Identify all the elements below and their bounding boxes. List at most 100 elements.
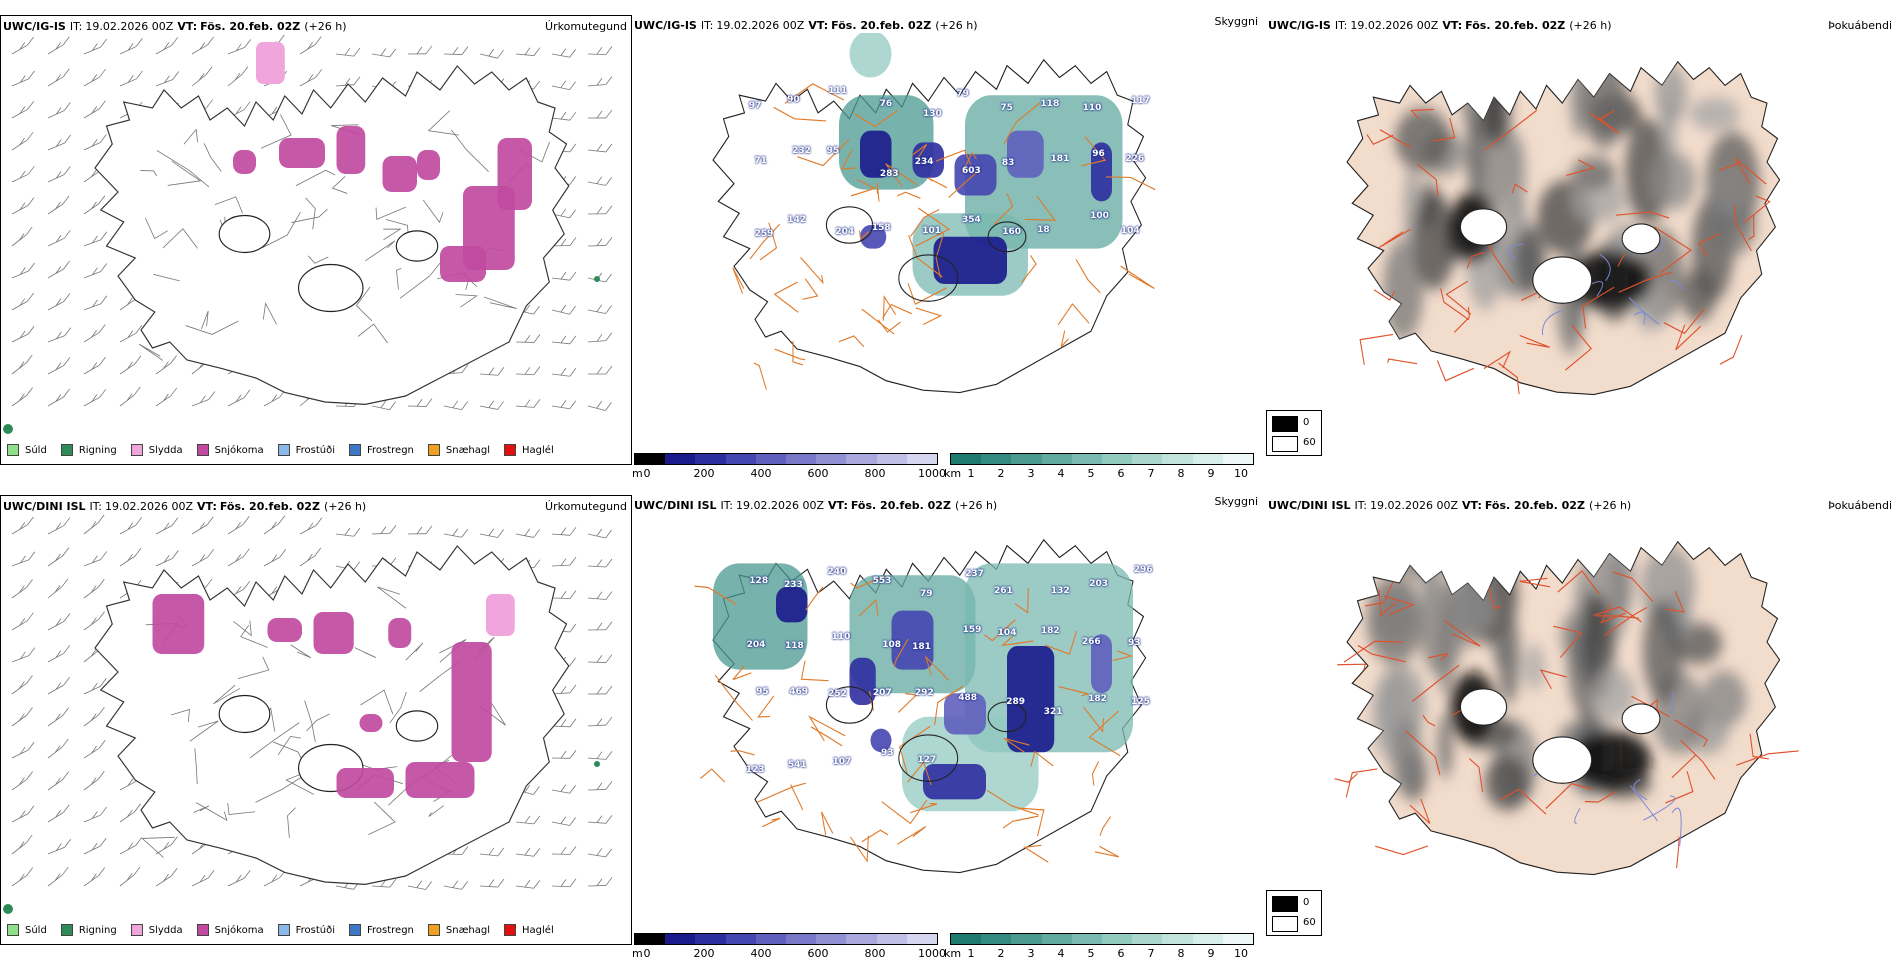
colorbar-segment [1072,454,1102,464]
wind-barb [588,686,612,694]
ptype-legend-item: Snæhagl [428,924,490,936]
cloud-base-value: 97 [749,101,762,111]
cloud-base-colorbar [634,933,938,945]
cover-cell [1447,554,1491,646]
colorbar-segment [907,934,937,944]
ptype-label: Slydda [149,445,183,456]
colorbar-segment [1102,454,1132,464]
wind-barb [516,48,540,56]
ptype-label: Haglél [522,445,554,456]
ptype-legend-item: Haglél [504,444,554,456]
visibility-tick: 3 [1028,947,1035,960]
low-visibility-area [850,33,892,78]
cloud-base-unit: m [632,467,643,480]
cloud-base-value: 553 [873,576,892,586]
cover-cell [1510,136,1526,217]
cover-cell [1582,54,1627,149]
cover-cell [1484,755,1530,811]
wind-barb [48,677,70,694]
valid-time-label: VT: [177,20,197,33]
ptype-label: Frostúði [296,445,335,456]
cloud-base-value: 107 [832,757,851,767]
wind-barb [264,870,286,886]
visibility-tick: 3 [1028,467,1035,480]
wind-barb [228,390,250,406]
cover-cell [1643,600,1683,702]
wind-barb [192,549,214,566]
snow-area [388,618,411,648]
cloud-base-value: 96 [1092,149,1105,159]
colorbar-segment [726,934,756,944]
wind-barb [228,516,249,534]
wind-barb [588,848,612,856]
ptype-swatch [349,924,361,936]
colorbar-segment [1223,934,1253,944]
colorbar-segment [756,934,786,944]
wind-barb [480,848,504,856]
wind-barb [480,529,504,538]
cloud-base-value: 79 [956,89,969,99]
wind-barb [588,877,612,886]
wind-barb [48,614,70,630]
wind-barb [588,622,612,630]
wind-barb [84,69,106,86]
colorbar-segment [951,934,981,944]
rain-area [3,424,13,434]
wind-barb [48,772,69,790]
wind-barb [84,264,107,278]
cover-cell [1689,97,1740,130]
colorbar-segment [665,454,695,464]
lead-time: (+26 h) [304,20,346,33]
wind-barb [408,46,432,54]
cloud-map [632,33,1252,433]
ptype-swatch [428,924,440,936]
ptype-legend-item: Frostúði [278,444,335,456]
wind-barb [480,367,504,375]
wind-barb [12,355,32,374]
wind-barb [120,548,141,566]
cloud-base-value: 226 [1125,154,1144,164]
cloud-base-value: 118 [785,641,804,651]
wind-barb [12,648,35,662]
wind-barb [516,367,540,375]
cloud-base-value: 283 [880,169,899,179]
ptype-legend-item: Súld [7,924,47,936]
road-line [1121,266,1155,288]
ptype-swatch [197,444,209,456]
ptype-swatch [278,444,290,456]
wind-barb [588,815,612,823]
snow-area [233,150,256,174]
wind-barb [48,166,70,182]
wind-barb [12,101,34,118]
wind-barb [552,400,576,408]
cloud-base-value: 603 [962,166,981,176]
cloud-base-value: 204 [835,227,854,237]
wind-barb [12,517,33,534]
ptype-map [2,514,630,919]
wind-barb [48,102,70,118]
wind-barb [48,196,69,214]
init-time-label: IT: [70,20,82,33]
cloud-base-value: 132 [1051,586,1070,596]
wind-barb [12,579,33,598]
wind-barb [84,101,105,118]
wind-barb [12,552,35,566]
ptype-label: Rigning [79,445,117,456]
cloud-base-value: 125 [1131,697,1150,707]
wind-barb [408,881,432,890]
road-line [1677,837,1679,868]
colorbar-segment [816,454,846,464]
road-line [1388,359,1417,364]
valid-time-label: VT: [1462,499,1482,512]
wind-barb [12,742,34,758]
cloud-base-value: 95 [827,146,840,156]
wind-barb [120,325,142,342]
visibility-tick: 4 [1058,947,1065,960]
wind-barb [516,334,540,342]
cloud-base-value: 207 [873,688,892,698]
wind-barb [228,549,249,566]
cover-label-low: 0 [1303,897,1309,908]
cloud-base-area [850,658,876,705]
ptype-label: Snjókoma [215,445,264,456]
